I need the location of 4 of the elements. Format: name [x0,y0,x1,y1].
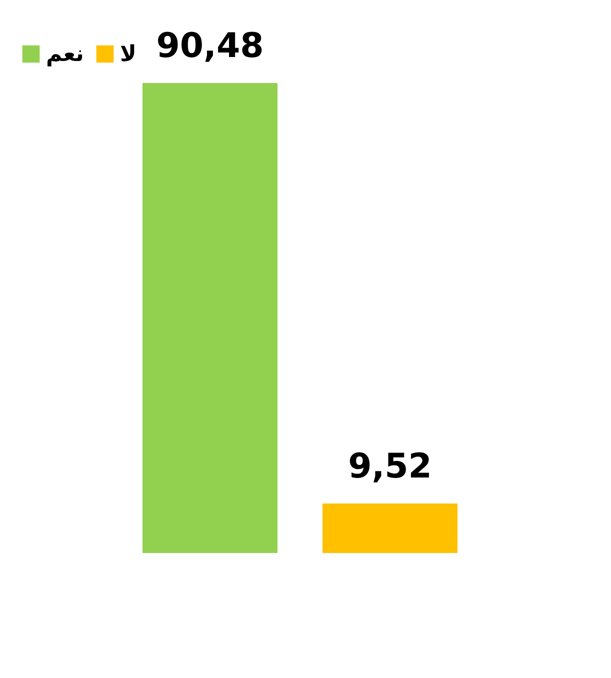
legend-label: لا [120,42,136,67]
legend-label: نعم [46,42,84,67]
data-label: 9,52 [348,446,432,487]
data-label: 90,48 [156,26,264,66]
